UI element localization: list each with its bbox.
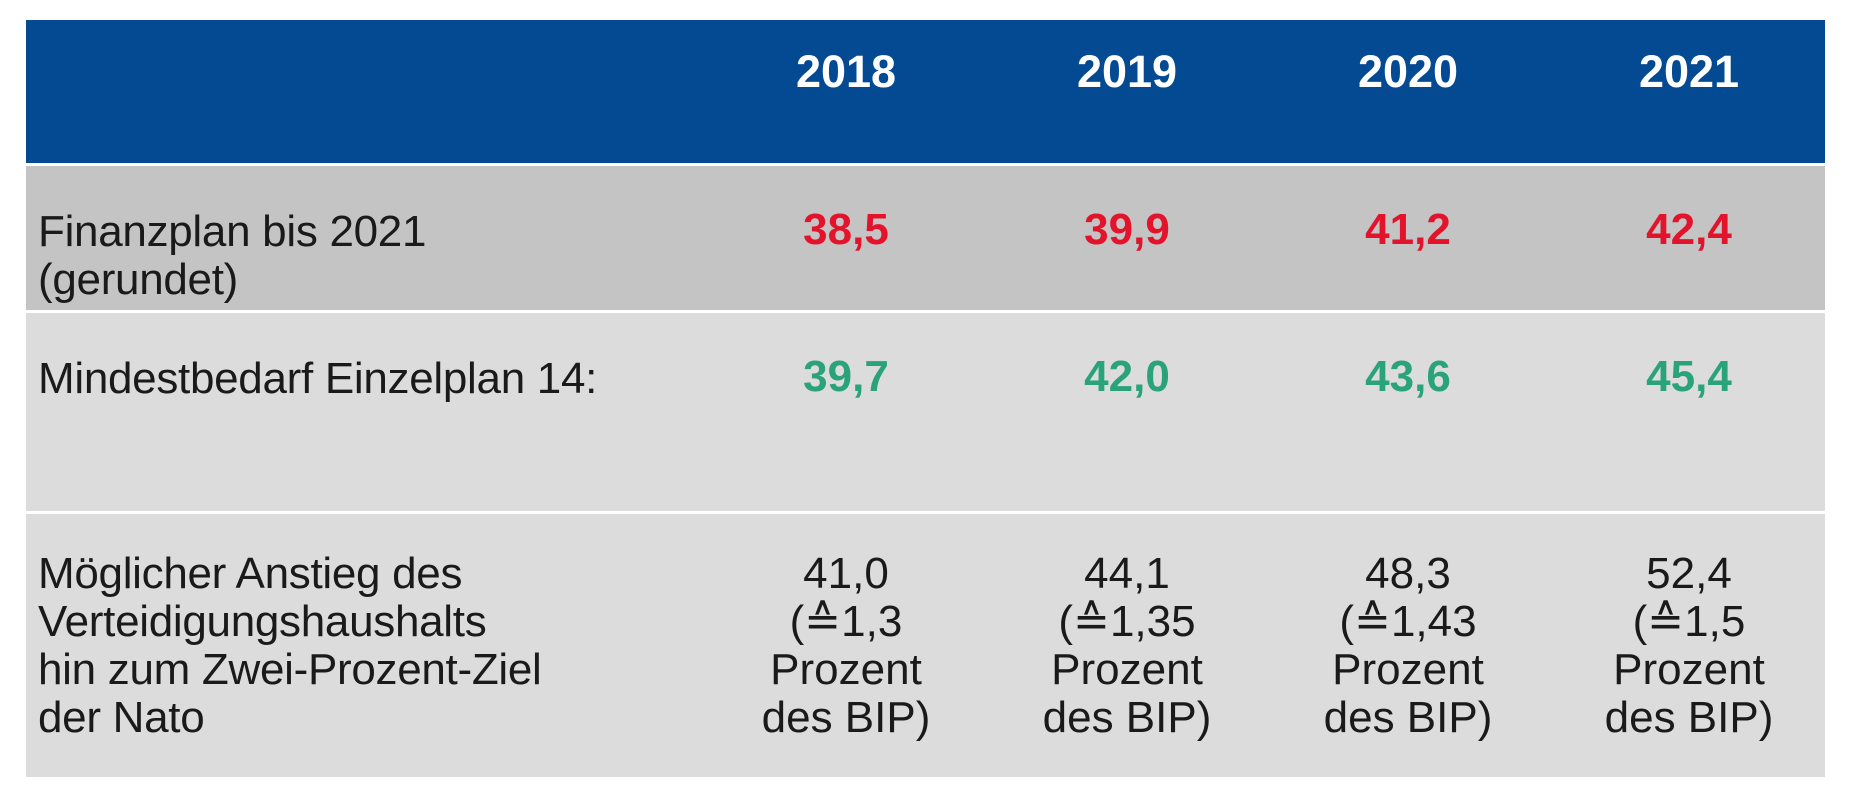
column-header-2018: 2018 [795,46,897,97]
table-row-mindestbedarf: Mindestbedarf Einzelplan 14: 39,7 42,0 4… [26,313,1825,511]
column-header-2019: 2019 [1076,46,1178,97]
finanzplan-value-2018: 38,5 [803,205,889,254]
row-label-anstieg: Möglicher Anstieg des Verteidigungshaush… [38,549,542,742]
row-label-finanzplan: Finanzplan bis 2021 (gerundet) [38,207,427,304]
mindestbedarf-value-2018: 39,7 [803,352,889,401]
anstieg-value-2018: 41,0 (≙1,3 Prozent des BIP) [761,549,931,742]
anstieg-value-2020: 48,3 (≙1,43 Prozent des BIP) [1323,549,1493,742]
row-label-mindestbedarf: Mindestbedarf Einzelplan 14: [38,354,598,403]
finanzplan-value-2020: 41,2 [1365,205,1451,254]
finanzplan-value-2019: 39,9 [1084,205,1170,254]
table-header-row: 2018 2019 2020 2021 [26,20,1825,163]
table-row-anstieg: Möglicher Anstieg des Verteidigungshaush… [26,514,1825,777]
mindestbedarf-value-2020: 43,6 [1365,352,1451,401]
column-header-2020: 2020 [1357,46,1459,97]
mindestbedarf-value-2019: 42,0 [1084,352,1170,401]
column-header-2021: 2021 [1638,46,1740,97]
finanzplan-value-2021: 42,4 [1646,205,1732,254]
anstieg-value-2019: 44,1 (≙1,35 Prozent des BIP) [1042,549,1212,742]
mindestbedarf-value-2021: 45,4 [1646,352,1732,401]
table-row-finanzplan: Finanzplan bis 2021 (gerundet) 38,5 39,9… [26,166,1825,310]
budget-table: 2018 2019 2020 2021 Finanzplan bis 2021 … [26,20,1825,777]
anstieg-value-2021: 52,4 (≙1,5 Prozent des BIP) [1604,549,1774,742]
